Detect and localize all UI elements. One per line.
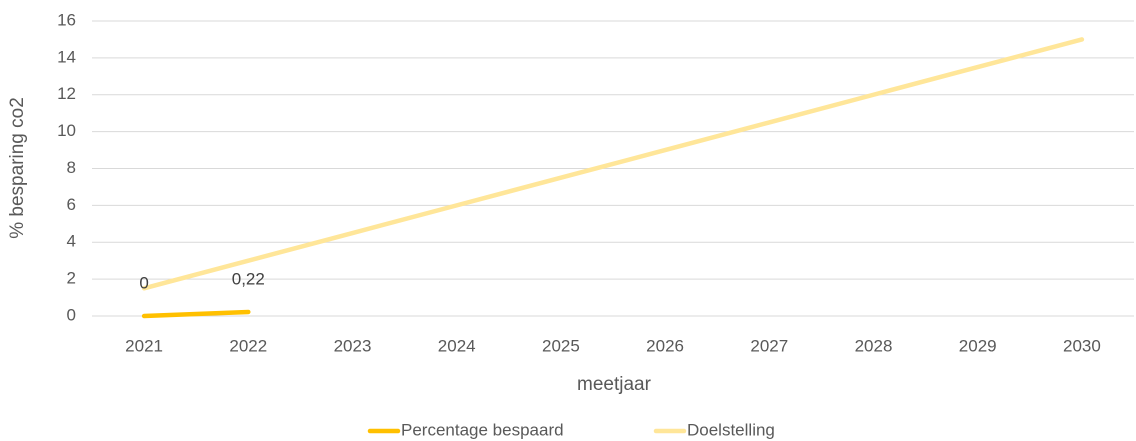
- x-tick-label: 2022: [229, 336, 267, 355]
- x-tick-label: 2029: [959, 336, 997, 355]
- x-tick-label: 2028: [855, 336, 893, 355]
- legend-label: Doelstelling: [687, 420, 775, 439]
- y-tick-label: 12: [57, 84, 76, 103]
- y-tick-label: 2: [67, 269, 76, 288]
- y-tick-label: 8: [67, 158, 76, 177]
- y-tick-label: 6: [67, 195, 76, 214]
- data-label: 0,22: [232, 269, 265, 288]
- x-tick-label: 2023: [334, 336, 372, 355]
- y-tick-label: 0: [67, 305, 76, 324]
- x-axis-title: meetjaar: [577, 374, 652, 395]
- legend-label: Percentage bespaard: [401, 420, 564, 439]
- x-tick-label: 2024: [438, 336, 476, 355]
- x-tick-label: 2027: [750, 336, 788, 355]
- series-line: [141, 37, 1085, 291]
- x-tick-label: 2021: [125, 336, 163, 355]
- y-tick-label: 14: [57, 47, 76, 66]
- y-tick-label: 16: [57, 10, 76, 29]
- y-tick-label: 10: [57, 121, 76, 140]
- y-tick-label: 4: [67, 232, 76, 251]
- data-label: 0: [139, 273, 148, 292]
- series-line: [141, 309, 251, 319]
- x-tick-label: 2030: [1063, 336, 1101, 355]
- y-axis-title: % besparing co2: [7, 97, 28, 239]
- x-tick-label: 2025: [542, 336, 580, 355]
- x-tick-label: 2026: [646, 336, 684, 355]
